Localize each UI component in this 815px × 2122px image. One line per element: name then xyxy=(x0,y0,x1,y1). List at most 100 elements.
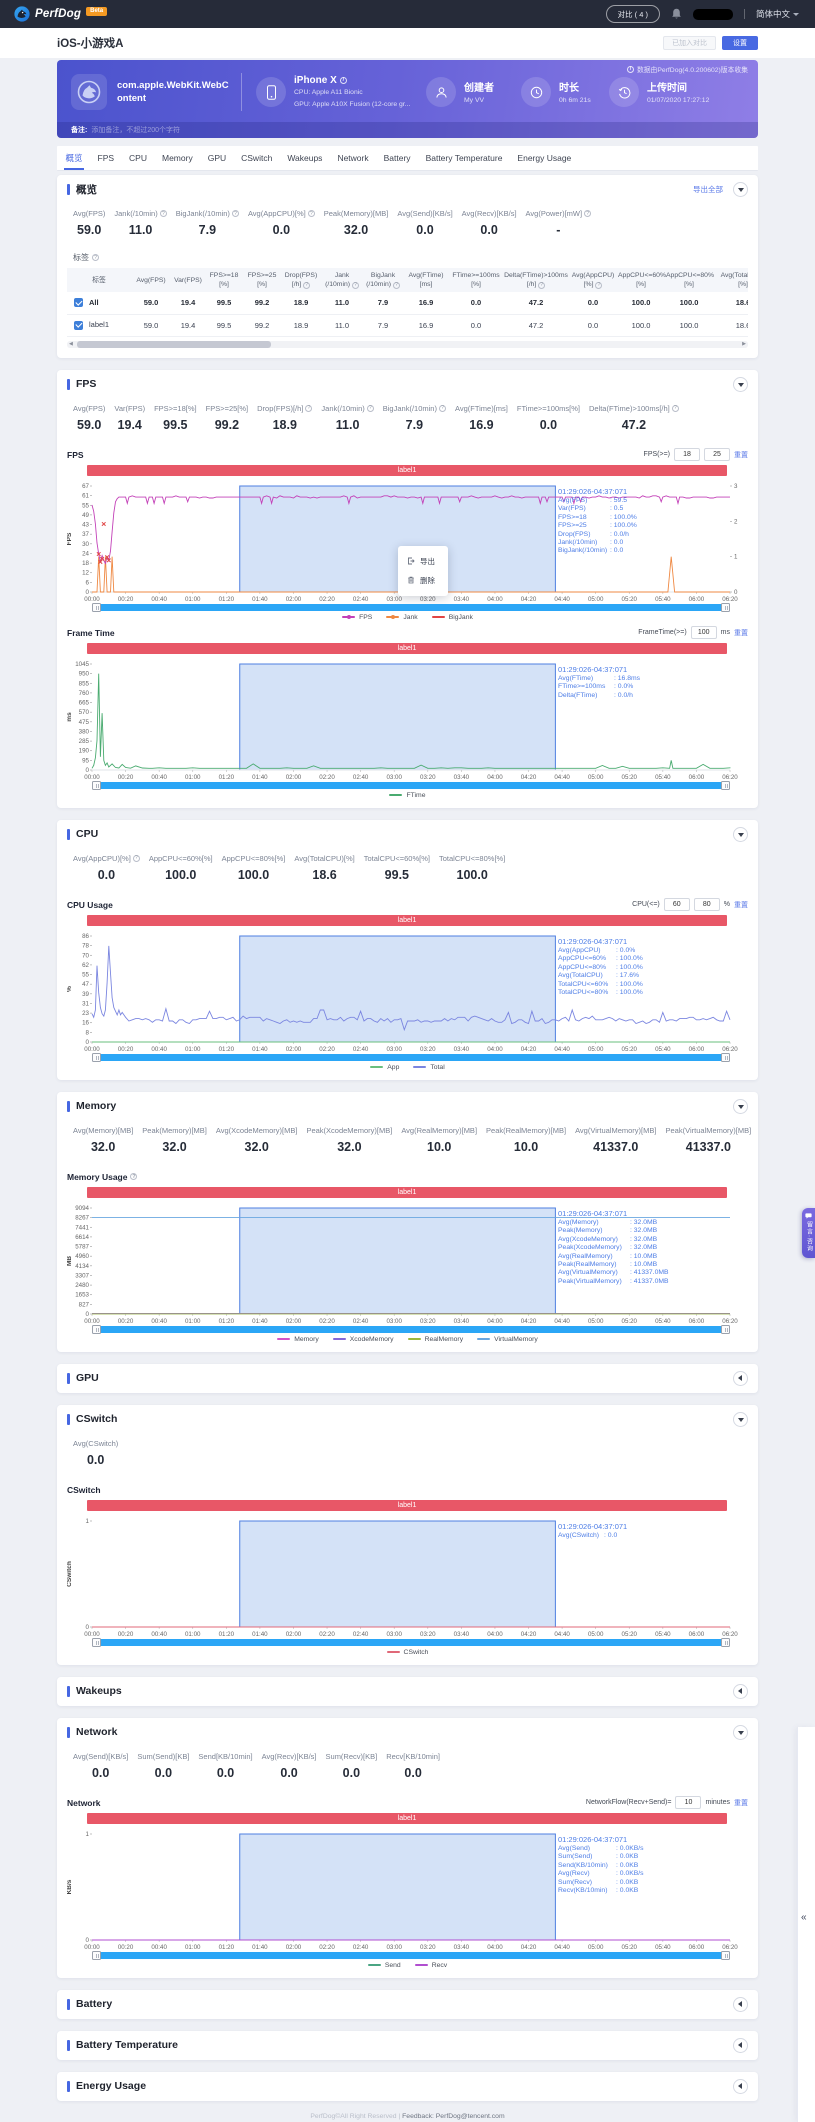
tab-Battery Temperature[interactable]: Battery Temperature xyxy=(425,153,503,163)
chart-plot[interactable]: 0 8 16 23 31 39 47 55 62 70 78 86% 00:00 00:20 00:40 01… xyxy=(67,926,748,1052)
help-icon[interactable]: ? xyxy=(584,210,592,217)
collapse-button[interactable] xyxy=(733,1370,748,1386)
label-band[interactable]: label1 xyxy=(87,642,727,654)
label-band[interactable]: label1 xyxy=(87,1812,727,1824)
collapse-button[interactable] xyxy=(733,1098,748,1114)
scrollbar-left-handle[interactable] xyxy=(92,1950,101,1960)
settings-button[interactable]: 设置 xyxy=(722,36,758,50)
collapse-button[interactable] xyxy=(733,182,748,197)
legend-item-XcodeMemory[interactable]: XcodeMemory xyxy=(332,1336,394,1343)
label-band[interactable]: label1 xyxy=(87,1499,727,1511)
table-scrollbar[interactable]: ◀ ▶ xyxy=(67,340,748,348)
collapse-button[interactable] xyxy=(733,376,748,392)
note-strip[interactable]: 备注: 添加备注，不超过200个字符 xyxy=(57,122,758,138)
legend-item-RealMemory[interactable]: RealMemory xyxy=(407,1336,463,1343)
tab-Memory[interactable]: Memory xyxy=(162,153,193,163)
help-icon[interactable]: ? xyxy=(366,404,374,412)
threshold-input[interactable] xyxy=(690,626,717,639)
chart-plot[interactable]: 0 1 KB/s 00:00 00:20 00:40 01:00 01:20 01:40 02:0… xyxy=(67,1824,748,1950)
row-checkbox[interactable] xyxy=(74,298,83,308)
collapse-button[interactable] xyxy=(733,2037,748,2053)
scroll-right-arrow[interactable]: ▶ xyxy=(742,341,746,347)
scrollbar-left-handle[interactable] xyxy=(92,1637,101,1647)
help-icon[interactable]: ? xyxy=(130,1173,138,1180)
compare-button[interactable]: 对比 ( 4 ) xyxy=(605,5,660,23)
drawer-collapse-button[interactable]: « xyxy=(801,1912,807,1923)
collapse-button[interactable] xyxy=(733,1411,748,1427)
chart-zoom-scrollbar[interactable] xyxy=(92,602,730,612)
tab-CPU[interactable]: CPU xyxy=(129,153,147,163)
scroll-left-arrow[interactable]: ◀ xyxy=(69,341,73,347)
tab-Network[interactable]: Network xyxy=(337,153,369,163)
collapse-button[interactable] xyxy=(733,2078,748,2094)
tab-FPS[interactable]: FPS xyxy=(97,153,115,163)
language-selector[interactable]: 简体中文 xyxy=(756,8,799,20)
help-icon[interactable]: ? xyxy=(132,854,140,862)
selection-region[interactable] xyxy=(239,1833,556,1940)
chart-zoom-scrollbar[interactable] xyxy=(92,1052,730,1062)
collapse-button[interactable] xyxy=(733,1683,748,1699)
scrollbar-left-handle[interactable] xyxy=(92,780,101,790)
scrollbar-right-handle[interactable] xyxy=(721,780,730,790)
chart-plot[interactable]: 0 95 190 285 380 475 570 665 760 855 950 1045 ms 00:0… xyxy=(67,654,748,780)
reset-link[interactable]: 重置 xyxy=(734,1799,748,1807)
label-band[interactable]: label1 xyxy=(87,914,727,926)
username-redacted[interactable] xyxy=(692,8,733,20)
tab-概览[interactable]: 概览 xyxy=(58,146,90,170)
chart-plot[interactable]: 0 827 1653 2480 3307 4134 4960 5787 6614 7441 8267… xyxy=(67,1198,748,1324)
reset-link[interactable]: 重置 xyxy=(734,901,748,909)
threshold-input[interactable] xyxy=(663,898,690,911)
tab-Energy Usage[interactable]: Energy Usage xyxy=(517,153,572,163)
tab-GPU[interactable]: GPU xyxy=(207,153,227,163)
feedback-side-tab[interactable]: 留言·咨询 xyxy=(802,1208,815,1258)
help-icon[interactable]: ? xyxy=(92,254,99,261)
threshold-input[interactable] xyxy=(704,448,730,461)
table-scrollbar-thumb[interactable] xyxy=(77,340,271,348)
label-band[interactable]: label1 xyxy=(87,464,727,476)
scrollbar-right-handle[interactable] xyxy=(721,1324,730,1334)
threshold-input[interactable] xyxy=(675,1796,702,1809)
menu-item-export[interactable]: 导出 xyxy=(398,552,448,571)
legend-item-VirtualMemory[interactable]: VirtualMemory xyxy=(477,1336,538,1343)
added-compare-button[interactable]: 已加入对比 xyxy=(663,36,716,50)
scrollbar-left-handle[interactable] xyxy=(92,602,101,612)
threshold-input[interactable] xyxy=(693,898,720,911)
selection-region[interactable] xyxy=(239,663,556,770)
legend-item-Send[interactable]: Send xyxy=(367,1962,401,1969)
help-icon[interactable]: ? xyxy=(231,210,239,217)
legend-item-App[interactable]: App xyxy=(370,1064,399,1071)
scrollbar-right-handle[interactable] xyxy=(721,1950,730,1960)
legend-item-Jank[interactable]: Jank xyxy=(386,614,418,621)
legend-item-FPS[interactable]: FPS xyxy=(342,614,372,621)
reset-link[interactable]: 重置 xyxy=(734,629,748,637)
legend-item-CSwitch[interactable]: CSwitch xyxy=(386,1649,428,1656)
legend-item-Total[interactable]: Total xyxy=(413,1064,445,1071)
selection-region[interactable] xyxy=(239,1520,556,1627)
scrollbar-left-handle[interactable] xyxy=(92,1052,101,1062)
collapse-button[interactable] xyxy=(733,826,748,842)
row-checkbox[interactable] xyxy=(74,320,83,330)
chart-zoom-scrollbar[interactable] xyxy=(92,780,730,790)
scrollbar-right-handle[interactable] xyxy=(721,1052,730,1062)
help-icon[interactable]: ? xyxy=(538,282,546,289)
help-icon[interactable]: ? xyxy=(595,282,603,289)
chart-zoom-scrollbar[interactable] xyxy=(92,1324,730,1334)
collapse-button[interactable] xyxy=(733,1996,748,2012)
tab-Battery[interactable]: Battery xyxy=(383,153,411,163)
scrollbar-right-handle[interactable] xyxy=(721,1637,730,1647)
feedback-link[interactable]: Feedback: PerfDog@tencent.com xyxy=(402,2112,505,2120)
chart-zoom-scrollbar[interactable] xyxy=(92,1950,730,1960)
selection-region[interactable] xyxy=(239,485,556,592)
legend-item-FTime[interactable]: FTime xyxy=(389,792,426,799)
help-icon[interactable]: ? xyxy=(303,282,311,289)
chart-plot[interactable]: 0 1 CSwitch 00:00 00:20 00:40 01:00 01:20 01:40 0… xyxy=(67,1511,748,1637)
help-icon[interactable]: ? xyxy=(392,282,400,289)
scrollbar-right-handle[interactable] xyxy=(721,602,730,612)
chart-zoom-scrollbar[interactable] xyxy=(92,1637,730,1647)
bell-icon[interactable] xyxy=(671,8,682,20)
legend-item-BigJank[interactable]: BigJank xyxy=(431,614,473,621)
selection-region[interactable] xyxy=(239,935,556,1042)
threshold-input[interactable] xyxy=(674,448,700,461)
export-all-link[interactable]: 导出全部 xyxy=(693,185,723,194)
legend-item-Memory[interactable]: Memory xyxy=(277,1336,319,1343)
